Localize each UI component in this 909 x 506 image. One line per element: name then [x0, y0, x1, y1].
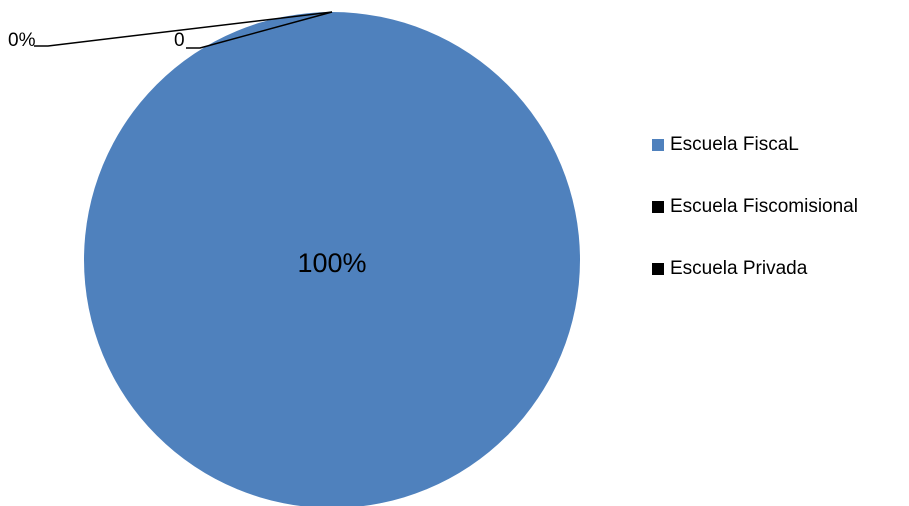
- legend-item-escuela-fiscal: Escuela FiscaL: [652, 132, 858, 158]
- legend-swatch-escuela-privada: [652, 263, 664, 275]
- legend-swatch-escuela-fiscal: [652, 139, 664, 151]
- data-label-escuela-fiscal: 100%: [297, 248, 366, 278]
- leader-line-escuela-privada: [34, 11, 333, 47]
- legend-label-escuela-fiscomisional: Escuela Fiscomisional: [670, 196, 858, 217]
- legend-item-escuela-privada: Escuela Privada: [652, 256, 858, 282]
- legend: Escuela FiscaL Escuela Fiscomisional Esc…: [652, 132, 858, 318]
- pie-slice-escuela-fiscal: [84, 12, 580, 506]
- data-label-escuela-fiscomisional: 0: [174, 30, 185, 51]
- legend-label-escuela-fiscal: Escuela FiscaL: [670, 134, 799, 155]
- legend-label-escuela-privada: Escuela Privada: [670, 258, 808, 279]
- legend-item-escuela-fiscomisional: Escuela Fiscomisional: [652, 194, 858, 220]
- leader-line-escuela-fiscomisional: [186, 11, 333, 49]
- data-label-escuela-privada: 0%: [8, 30, 36, 51]
- legend-swatch-escuela-fiscomisional: [652, 201, 664, 213]
